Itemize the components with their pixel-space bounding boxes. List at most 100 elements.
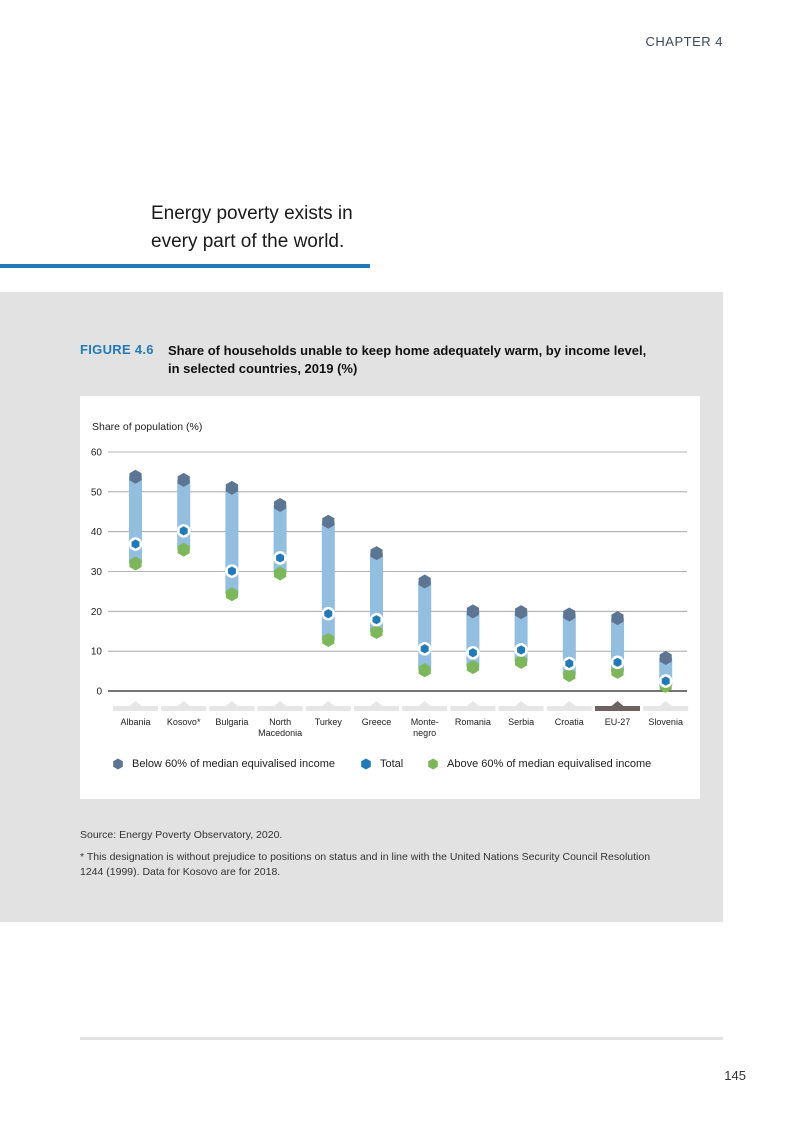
category-notch xyxy=(177,701,190,706)
x-tick-label: Croatia xyxy=(555,717,584,727)
category-notch xyxy=(418,701,431,706)
category-strip xyxy=(209,706,255,711)
below-marker xyxy=(129,469,142,484)
category-notch xyxy=(225,701,238,706)
y-tick-label: 10 xyxy=(91,647,103,658)
above-marker xyxy=(225,587,238,602)
total-marker xyxy=(324,609,333,619)
pull-quote: Energy poverty exists in every part of t… xyxy=(151,200,391,256)
below-marker xyxy=(370,546,383,561)
x-tick-label: Bulgaria xyxy=(215,717,248,727)
figure-label: FIGURE 4.6 xyxy=(80,342,154,357)
category-strip xyxy=(161,706,207,711)
category-notch xyxy=(611,701,624,706)
x-tick-label-line2: negro xyxy=(413,728,436,738)
below-marker xyxy=(659,650,672,665)
below-marker xyxy=(611,611,624,626)
category-notch xyxy=(322,701,335,706)
total-marker xyxy=(372,615,381,625)
total-marker xyxy=(420,644,429,654)
hexagon-icon xyxy=(428,758,438,770)
total-marker xyxy=(131,539,140,549)
range-bar xyxy=(370,553,383,633)
x-tick-label: Romania xyxy=(455,717,491,727)
range-bar xyxy=(177,479,191,550)
chart-container: Share of population (%) 0 10 20 30 40 50 60 Alba… xyxy=(80,396,700,799)
y-tick-label: 40 xyxy=(91,527,103,538)
y-axis-label: Share of population (%) xyxy=(92,421,202,433)
category-strip xyxy=(305,706,351,711)
legend-item-below: Below 60% of median equivalised income xyxy=(112,758,335,770)
pull-quote-line-1: Energy poverty exists in xyxy=(151,203,353,224)
below-marker xyxy=(225,480,238,495)
figure-title: Share of households unable to keep home … xyxy=(168,343,647,376)
category-strip xyxy=(402,706,448,711)
chart: Share of population (%) 0 10 20 30 40 50 60 Alba… xyxy=(91,421,689,738)
x-tick-label: Greece xyxy=(362,717,392,727)
category-strip xyxy=(595,706,640,711)
legend-label-total: Total xyxy=(380,758,404,770)
x-tick-label-line2: Macedonia xyxy=(258,728,302,738)
legend-item-above: Above 60% of median equivalised income xyxy=(427,758,651,770)
legend-item-total: Total xyxy=(360,758,403,770)
x-tick-label: Albania xyxy=(120,717,150,727)
x-tick-label: EU-27 xyxy=(605,717,631,727)
category-notch xyxy=(129,701,142,706)
category-notch xyxy=(370,701,383,706)
below-marker xyxy=(177,472,190,487)
above-marker xyxy=(466,660,479,675)
total-marker xyxy=(276,553,285,563)
category-notch xyxy=(274,701,287,706)
category-strip xyxy=(354,706,399,711)
chart-legend: Below 60% of median equivalised income T… xyxy=(112,758,672,774)
range-bar xyxy=(321,521,335,641)
total-marker xyxy=(565,658,574,669)
above-marker xyxy=(418,663,431,678)
below-marker xyxy=(322,514,335,529)
x-tick-label: Monte- xyxy=(411,717,439,727)
footer-rule xyxy=(80,1037,723,1040)
pull-quote-rule xyxy=(0,264,370,268)
y-tick-label: 60 xyxy=(91,448,103,459)
above-marker xyxy=(563,668,576,683)
above-marker xyxy=(274,566,287,581)
below-marker xyxy=(515,605,528,620)
total-marker xyxy=(179,526,188,536)
x-tick-label: Turkey xyxy=(315,717,343,727)
range-bar xyxy=(418,581,432,671)
below-marker xyxy=(418,574,431,589)
total-marker xyxy=(517,645,526,655)
legend-label-above: Above 60% of median equivalised income xyxy=(447,758,652,770)
total-marker xyxy=(227,566,236,576)
total-marker xyxy=(468,648,477,658)
y-tick-label: 0 xyxy=(96,687,102,698)
x-tick-label: North xyxy=(269,717,291,727)
category-notch xyxy=(466,701,479,706)
total-marker xyxy=(613,657,622,667)
source-note: Source: Energy Poverty Observatory, 2020… xyxy=(80,829,283,841)
below-marker xyxy=(466,604,479,619)
below-marker xyxy=(274,497,287,512)
above-marker xyxy=(129,556,142,571)
hexagon-icon xyxy=(113,758,123,770)
category-strip xyxy=(643,706,689,711)
chapter-label: CHAPTER 4 xyxy=(645,34,723,49)
category-notch xyxy=(563,701,576,706)
above-marker xyxy=(177,542,190,557)
x-tick-label: Slovenia xyxy=(648,717,683,727)
category-strip xyxy=(257,706,303,711)
y-tick-label: 20 xyxy=(91,607,103,618)
pull-quote-line-2: every part of the world. xyxy=(151,231,345,252)
category-notch xyxy=(659,701,672,706)
x-tick-label: Serbia xyxy=(508,717,534,727)
page-number: 145 xyxy=(724,1068,746,1083)
above-marker xyxy=(322,633,335,648)
y-tick-label: 30 xyxy=(91,567,103,578)
x-tick-label: Kosovo* xyxy=(167,717,201,727)
hexagon-icon xyxy=(361,758,371,770)
category-strip xyxy=(113,706,158,711)
footnote: * This designation is without prejudice … xyxy=(80,851,651,878)
y-tick-label: 50 xyxy=(91,487,103,498)
legend-label-below: Below 60% of median equivalised income xyxy=(132,758,336,770)
above-marker xyxy=(515,654,528,669)
